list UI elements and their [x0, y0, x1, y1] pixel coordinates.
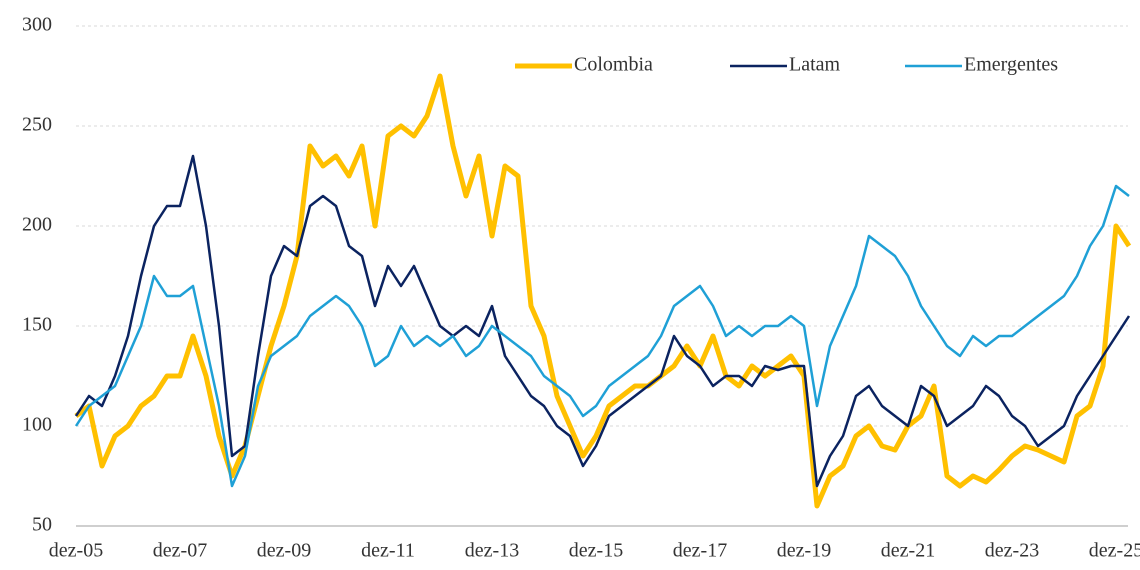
- y-tick-label: 100: [22, 414, 52, 436]
- legend-label: Latam: [789, 54, 841, 76]
- x-tick-label: dez-17: [673, 540, 727, 562]
- y-tick-label: 300: [22, 14, 52, 36]
- x-tick-label: dez-09: [257, 540, 311, 562]
- legend-label: Emergentes: [964, 54, 1058, 76]
- y-tick-label: 200: [22, 214, 52, 236]
- y-tick-label: 50: [32, 514, 52, 536]
- series-line: [74, 154, 1131, 488]
- x-tick-label: dez-21: [881, 540, 935, 562]
- x-tick-label: dez-11: [361, 540, 415, 562]
- x-tick-label: dez-25: [1089, 540, 1140, 562]
- series-line: [74, 73, 1132, 509]
- series-line: [74, 184, 1130, 488]
- x-tick-label: dez-13: [465, 540, 519, 562]
- x-tick-label: dez-07: [153, 540, 207, 562]
- x-tick-label: dez-23: [985, 540, 1039, 562]
- x-tick-label: dez-15: [569, 540, 623, 562]
- legend-label: Colombia: [574, 54, 653, 76]
- y-tick-label: 250: [22, 114, 52, 136]
- x-tick-label: dez-19: [777, 540, 831, 562]
- x-tick-label: dez-05: [49, 540, 103, 562]
- y-tick-label: 150: [22, 314, 52, 336]
